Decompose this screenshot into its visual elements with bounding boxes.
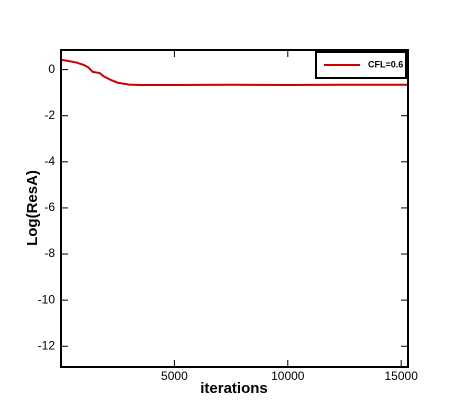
y-tick-label: -8	[44, 246, 55, 260]
x-axis-title: iterations	[200, 380, 268, 397]
y-axis-title: Log(ResA)	[24, 170, 41, 246]
data-line	[60, 58, 408, 87]
x-tick-label: 15000	[385, 369, 419, 383]
legend-label: CFL=0.6	[368, 59, 403, 69]
y-tick-label: -10	[38, 292, 56, 306]
x-tick-label: 5000	[161, 369, 188, 383]
y-tick-label: -6	[44, 200, 55, 214]
y-tick-label: -4	[44, 154, 55, 168]
plot-frame	[60, 49, 409, 368]
x-tick-label: 10000	[271, 369, 305, 383]
y-tick-label: -2	[44, 108, 55, 122]
y-tick-label: 0	[48, 62, 55, 76]
y-tick-label: -12	[38, 338, 56, 352]
